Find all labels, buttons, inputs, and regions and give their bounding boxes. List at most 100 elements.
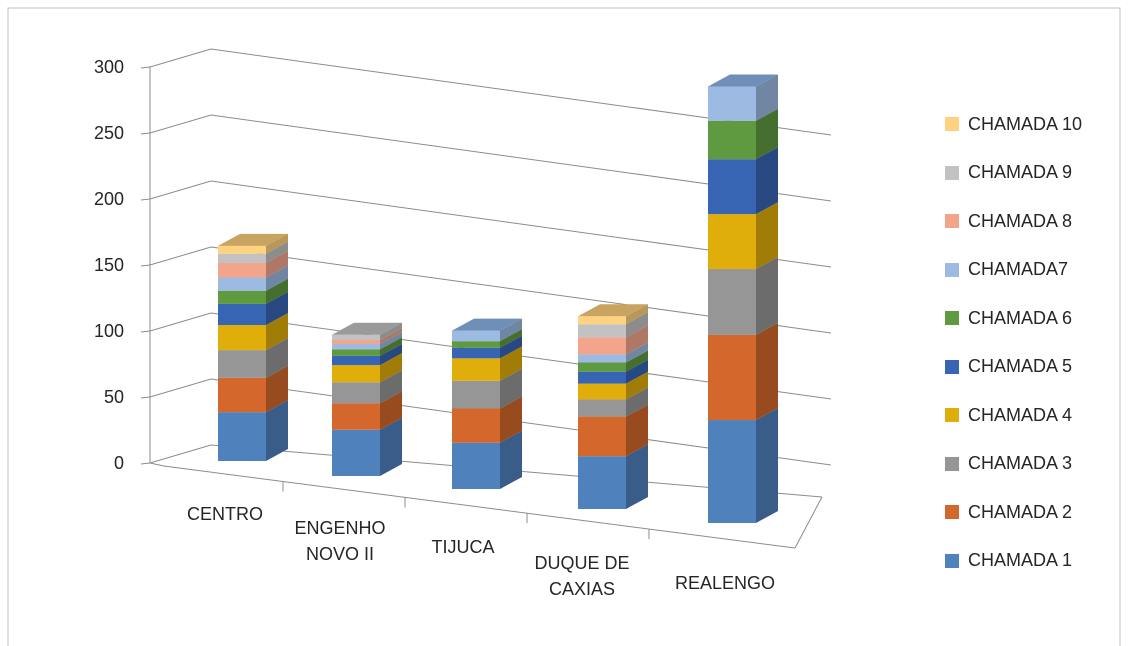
bar-segment <box>332 340 380 344</box>
floor-left-edge <box>150 463 164 466</box>
bar-segment <box>332 382 380 403</box>
bar-segment <box>218 278 266 291</box>
legend-label: CHAMADA 6 <box>968 308 1072 329</box>
bar-segment <box>452 408 500 442</box>
legend-swatch <box>945 554 959 568</box>
y-tick-mark <box>141 331 150 332</box>
legend-label: CHAMADA 5 <box>968 356 1072 377</box>
x-tick-label: CENTRO <box>187 504 263 524</box>
bar-segment <box>578 362 626 371</box>
legend-item: CHAMADA 1 <box>945 537 1125 586</box>
bar-segment <box>218 304 266 325</box>
legend-swatch <box>945 117 959 131</box>
bar-segment <box>218 412 266 461</box>
bar-segment <box>332 356 380 365</box>
side-wall-gridline <box>150 49 211 67</box>
bar-segment <box>708 121 756 159</box>
bar-segment-side <box>756 323 778 420</box>
bar-segment <box>332 365 380 382</box>
bar-segment <box>578 355 626 363</box>
bar-segment <box>708 420 756 523</box>
side-wall-gridline <box>150 115 211 133</box>
legend-swatch <box>945 360 959 374</box>
y-tick-label: 0 <box>114 453 124 473</box>
y-tick-mark <box>141 265 150 266</box>
legend-item: CHAMADA 4 <box>945 391 1125 440</box>
legend-label: CHAMADA7 <box>968 259 1068 280</box>
legend-label: CHAMADA 8 <box>968 211 1072 232</box>
bar-segment <box>578 337 626 354</box>
legend-item: CHAMADA 8 <box>945 197 1125 246</box>
y-tick-mark <box>141 463 150 464</box>
legend: CHAMADA 10 CHAMADA 9 CHAMADA 8 CHAMADA7 CHAM… <box>945 100 1125 585</box>
legend-label: CHAMADA 3 <box>968 453 1072 474</box>
bar-segment <box>332 403 380 429</box>
bar-segment <box>332 430 380 476</box>
bar-segment <box>578 324 626 337</box>
bar-segment-side <box>756 257 778 335</box>
legend-item: CHAMADA 10 <box>945 100 1125 149</box>
bar-segment <box>452 331 500 342</box>
bar-segment <box>332 344 380 349</box>
x-tick-label: NOVO II <box>306 544 374 564</box>
legend-item: CHAMADA 5 <box>945 343 1125 392</box>
side-wall-gridline <box>150 181 211 199</box>
bar-segment <box>578 417 626 457</box>
bar-segment <box>708 159 756 214</box>
legend-item: CHAMADA 3 <box>945 440 1125 489</box>
bar-segment <box>218 291 266 304</box>
legend-swatch <box>945 311 959 325</box>
y-tick-label: 150 <box>94 255 124 275</box>
bar-segment <box>452 381 500 409</box>
bar-segment-side <box>756 408 778 523</box>
bar-segment <box>452 348 500 359</box>
y-tick-label: 300 <box>94 57 124 77</box>
y-tick-mark <box>141 133 150 134</box>
bar-segment <box>708 86 756 120</box>
bar-segment <box>332 335 380 340</box>
bar-segment <box>218 325 266 350</box>
y-tick-label: 100 <box>94 321 124 341</box>
bar-segment <box>218 246 266 254</box>
legend-item: CHAMADA 6 <box>945 294 1125 343</box>
legend-swatch <box>945 457 959 471</box>
floor-right-edge <box>795 497 822 548</box>
legend-swatch <box>945 166 959 180</box>
legend-swatch <box>945 214 959 228</box>
bar-segment <box>578 316 626 324</box>
legend-item: CHAMADA 9 <box>945 149 1125 198</box>
bar-segment <box>578 384 626 400</box>
bar-segment <box>218 254 266 263</box>
legend-label: CHAMADA 10 <box>968 114 1082 135</box>
side-wall-gridline <box>150 313 211 331</box>
x-tick-label: ENGENHO <box>294 518 385 538</box>
legend-swatch <box>945 263 959 277</box>
bar-segment <box>708 214 756 269</box>
bar-segment <box>708 335 756 420</box>
legend-item: CHAMADA 2 <box>945 488 1125 537</box>
bar-segment <box>332 349 380 356</box>
y-tick-mark <box>141 397 150 398</box>
legend-item: CHAMADA7 <box>945 246 1125 295</box>
bar-segment <box>578 399 626 416</box>
y-tick-label: 50 <box>104 387 124 407</box>
legend-swatch <box>945 408 959 422</box>
x-tick-label: TIJUCA <box>432 537 495 557</box>
bar-segment <box>578 456 626 509</box>
legend-swatch <box>945 505 959 519</box>
bar-segment <box>452 341 500 348</box>
bar-segment <box>578 372 626 384</box>
floor-side-edge <box>150 445 211 463</box>
legend-label: CHAMADA 2 <box>968 502 1072 523</box>
bar-segment <box>218 350 266 378</box>
bar-segment <box>708 269 756 335</box>
legend-label: CHAMADA 9 <box>968 162 1072 183</box>
y-tick-mark <box>141 67 150 68</box>
side-wall-gridline <box>150 247 211 265</box>
y-tick-label: 200 <box>94 189 124 209</box>
x-tick-label: CAXIAS <box>549 579 615 599</box>
bar-segment <box>218 263 266 278</box>
x-tick-label: REALENGO <box>675 573 775 593</box>
x-tick-label: DUQUE DE <box>534 553 629 573</box>
